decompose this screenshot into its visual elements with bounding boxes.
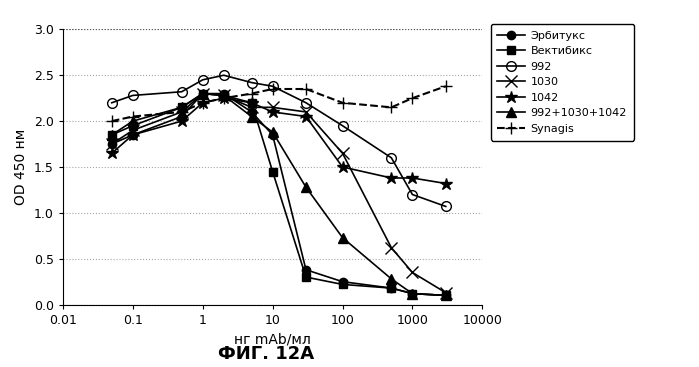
1030 [219,93,228,98]
Line: 992+1030+1042: 992+1030+1042 [107,89,451,300]
992 [302,101,310,105]
X-axis label: нг mAb/мл: нг mAb/мл [234,332,311,346]
1042 [178,119,186,123]
Line: Эрбитукс: Эрбитукс [108,90,450,299]
Line: Synagis: Synagis [106,80,452,127]
Synagis [302,87,310,91]
1030 [108,142,116,146]
1042 [302,115,310,119]
1030 [408,270,417,275]
992 [247,80,256,85]
1042 [219,96,228,101]
1042 [129,132,137,137]
1042 [247,101,256,105]
Вектибикс [268,170,277,174]
Эрбитукс [268,132,277,137]
Эрбитукс [442,293,450,298]
992+1030+1042 [129,119,137,123]
1042 [199,101,207,105]
Вектибикс [247,101,256,105]
Synagis [129,115,137,119]
Line: Вектибикс: Вектибикс [108,90,450,299]
992+1030+1042 [178,105,186,110]
Вектибикс [442,293,450,298]
Synagis [442,84,450,88]
Вектибикс [129,123,137,128]
Y-axis label: OD 450 нм: OD 450 нм [14,129,29,205]
1042 [268,110,277,114]
1030 [387,246,396,250]
Эрбитукс [302,268,310,272]
1030 [129,128,137,132]
1030 [178,110,186,114]
992+1030+1042 [338,236,347,240]
Эрбитукс [408,291,417,296]
Вектибикс [199,91,207,96]
992+1030+1042 [108,132,116,137]
992 [178,90,186,94]
992+1030+1042 [247,115,256,119]
992 [387,156,396,160]
992 [219,73,228,77]
Synagis [199,101,207,105]
992 [108,101,116,105]
Legend: Эрбитукс, Вектибикс, 992, 1030, 1042, 992+1030+1042, Synagis: Эрбитукс, Вектибикс, 992, 1030, 1042, 99… [491,24,634,141]
Synagis [247,91,256,96]
992+1030+1042 [442,293,450,298]
1030 [247,105,256,110]
Synagis [408,96,417,101]
Line: 1042: 1042 [106,92,452,190]
Эрбитукс [199,91,207,96]
Вектибикс [338,282,347,287]
992 [408,192,417,197]
Text: ФИГ. 12А: ФИГ. 12А [217,345,314,363]
992+1030+1042 [268,130,277,134]
992 [442,204,450,208]
Эрбитукс [219,91,228,96]
992 [338,123,347,128]
Вектибикс [302,275,310,279]
1042 [108,151,116,156]
992+1030+1042 [199,91,207,96]
1042 [338,165,347,169]
992 [268,84,277,88]
Synagis [338,101,347,105]
1030 [442,291,450,295]
1042 [442,181,450,186]
Эрбитукс [178,115,186,119]
Вектибикс [219,93,228,98]
992+1030+1042 [408,291,417,296]
1030 [199,91,207,96]
992+1030+1042 [302,185,310,189]
1042 [387,176,396,180]
Line: 992: 992 [107,70,451,211]
Эрбитукс [108,142,116,146]
Synagis [268,87,277,91]
Вектибикс [387,286,396,290]
Вектибикс [178,105,186,110]
1030 [302,110,310,114]
992+1030+1042 [219,93,228,98]
992+1030+1042 [387,277,396,281]
992 [129,93,137,98]
Synagis [178,110,186,114]
1042 [408,176,417,180]
Эрбитукс [338,280,347,284]
Synagis [387,105,396,110]
Эрбитукс [129,132,137,137]
Line: 1030: 1030 [106,88,452,298]
Synagis [108,119,116,123]
Эрбитукс [247,110,256,114]
Эрбитукс [387,286,396,290]
992 [199,78,207,82]
1030 [338,151,347,156]
1030 [268,105,277,110]
Synagis [219,96,228,101]
Вектибикс [108,132,116,137]
Вектибикс [408,291,417,296]
